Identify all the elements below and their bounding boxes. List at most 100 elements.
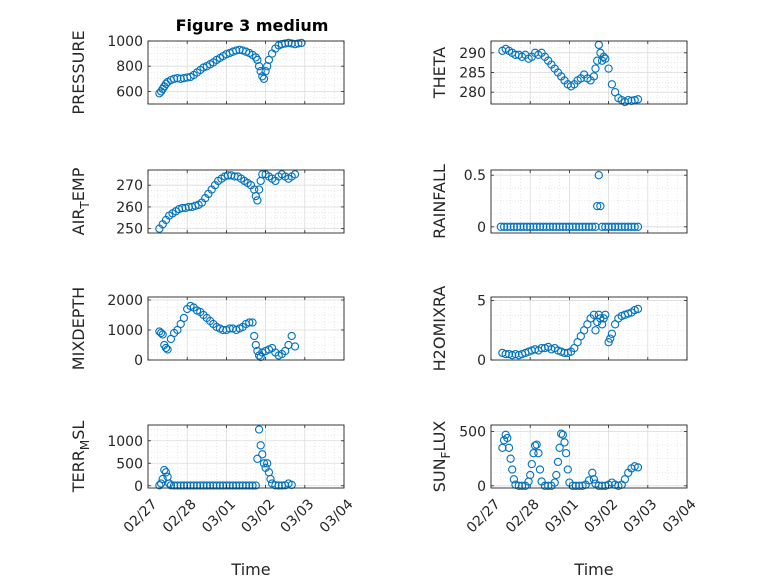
data-point <box>571 481 581 490</box>
y-tick-label: 0 <box>477 353 486 369</box>
data-point <box>539 222 548 231</box>
data-point <box>176 481 185 490</box>
data-point <box>550 478 559 487</box>
data-point <box>633 463 643 472</box>
data-point <box>575 222 584 231</box>
data-point <box>614 222 623 231</box>
data-point <box>161 468 171 477</box>
data-point <box>512 222 522 231</box>
data-point <box>287 39 296 48</box>
data-point <box>173 74 182 83</box>
x-tick-label: 03/03 <box>278 496 318 536</box>
data-point <box>209 481 218 490</box>
data-point <box>578 222 587 231</box>
y-tick-label: 285 <box>459 66 486 82</box>
data-point <box>503 433 512 443</box>
data-point <box>532 440 541 449</box>
data-point <box>527 459 536 469</box>
data-point <box>571 222 581 231</box>
data-point <box>202 481 211 490</box>
data-point <box>253 454 262 463</box>
y-tick-label: 0.5 <box>464 168 486 184</box>
data-point <box>253 196 262 205</box>
data-point <box>205 481 215 490</box>
data-point <box>610 222 620 231</box>
data-points <box>496 171 643 231</box>
data-point <box>166 481 176 490</box>
data-point <box>169 74 179 83</box>
data-point <box>589 72 599 81</box>
x-tick-label: 02/28 <box>503 496 543 536</box>
data-point <box>555 222 564 231</box>
data-point <box>256 352 265 362</box>
figure-title: Figure 3 medium <box>176 16 329 35</box>
data-point <box>561 222 571 231</box>
data-point <box>519 222 528 231</box>
data-point <box>263 459 272 468</box>
y-tick-label: 260 <box>116 200 143 216</box>
data-point <box>514 481 523 490</box>
x-tick-label: 02/28 <box>160 496 200 536</box>
data-point <box>604 64 613 73</box>
data-point <box>241 481 251 490</box>
data-point <box>238 481 247 490</box>
y-axis-label: RAINFALL <box>430 164 449 239</box>
data-point <box>196 481 205 490</box>
data-point <box>552 222 561 231</box>
data-point <box>192 481 202 490</box>
data-points <box>155 38 306 98</box>
y-tick-label: 500 <box>459 425 486 441</box>
axes-box <box>490 296 688 361</box>
subplot-7: 02/27 02/28 03/01 03/02 03/03 03/04 0 500 1000 TE… <box>69 421 357 537</box>
x-axis-label-right: Time <box>573 560 613 579</box>
y-axis-label: MIXDEPTH <box>69 287 88 370</box>
data-point <box>620 475 630 484</box>
axes-box <box>490 424 688 489</box>
data-point <box>589 475 599 484</box>
data-point <box>290 170 300 179</box>
data-point <box>516 222 525 231</box>
data-point <box>248 318 257 327</box>
data-point <box>555 443 564 452</box>
data-point <box>508 465 517 474</box>
y-tick-label: 800 <box>116 59 143 75</box>
data-point <box>560 348 569 358</box>
data-point <box>173 481 182 490</box>
y-tick-label: 600 <box>116 84 143 100</box>
y-axis-label: THETA <box>430 47 449 99</box>
y-tick-label: 500 <box>116 456 143 472</box>
data-point <box>199 481 208 490</box>
data-point <box>281 39 290 48</box>
data-point <box>290 342 300 351</box>
data-point <box>506 454 515 463</box>
data-point <box>156 479 166 488</box>
data-point <box>222 481 231 490</box>
data-points <box>498 304 643 360</box>
data-point <box>633 95 643 104</box>
data-point <box>228 481 238 490</box>
data-point <box>509 222 519 231</box>
data-point <box>165 479 174 488</box>
data-point <box>248 481 257 490</box>
data-point <box>591 326 600 335</box>
data-point <box>597 222 607 231</box>
subplot-6: 0 5 H2OMIXRA <box>430 286 688 371</box>
data-point <box>251 53 260 62</box>
y-tick-label: 290 <box>459 46 486 62</box>
data-point <box>163 345 172 354</box>
data-point <box>607 222 617 231</box>
data-point <box>251 481 260 490</box>
data-point <box>509 475 519 484</box>
y-tick-label: 0 <box>134 479 143 495</box>
data-point <box>599 52 608 61</box>
y-tick-label: 0 <box>134 353 143 369</box>
data-point <box>633 222 643 231</box>
data-point <box>258 450 267 459</box>
data-point <box>544 481 553 490</box>
data-point <box>633 304 643 314</box>
x-axis-label-left: Time <box>230 560 270 579</box>
data-point <box>251 191 260 201</box>
data-point <box>189 481 198 490</box>
data-point <box>499 222 509 231</box>
